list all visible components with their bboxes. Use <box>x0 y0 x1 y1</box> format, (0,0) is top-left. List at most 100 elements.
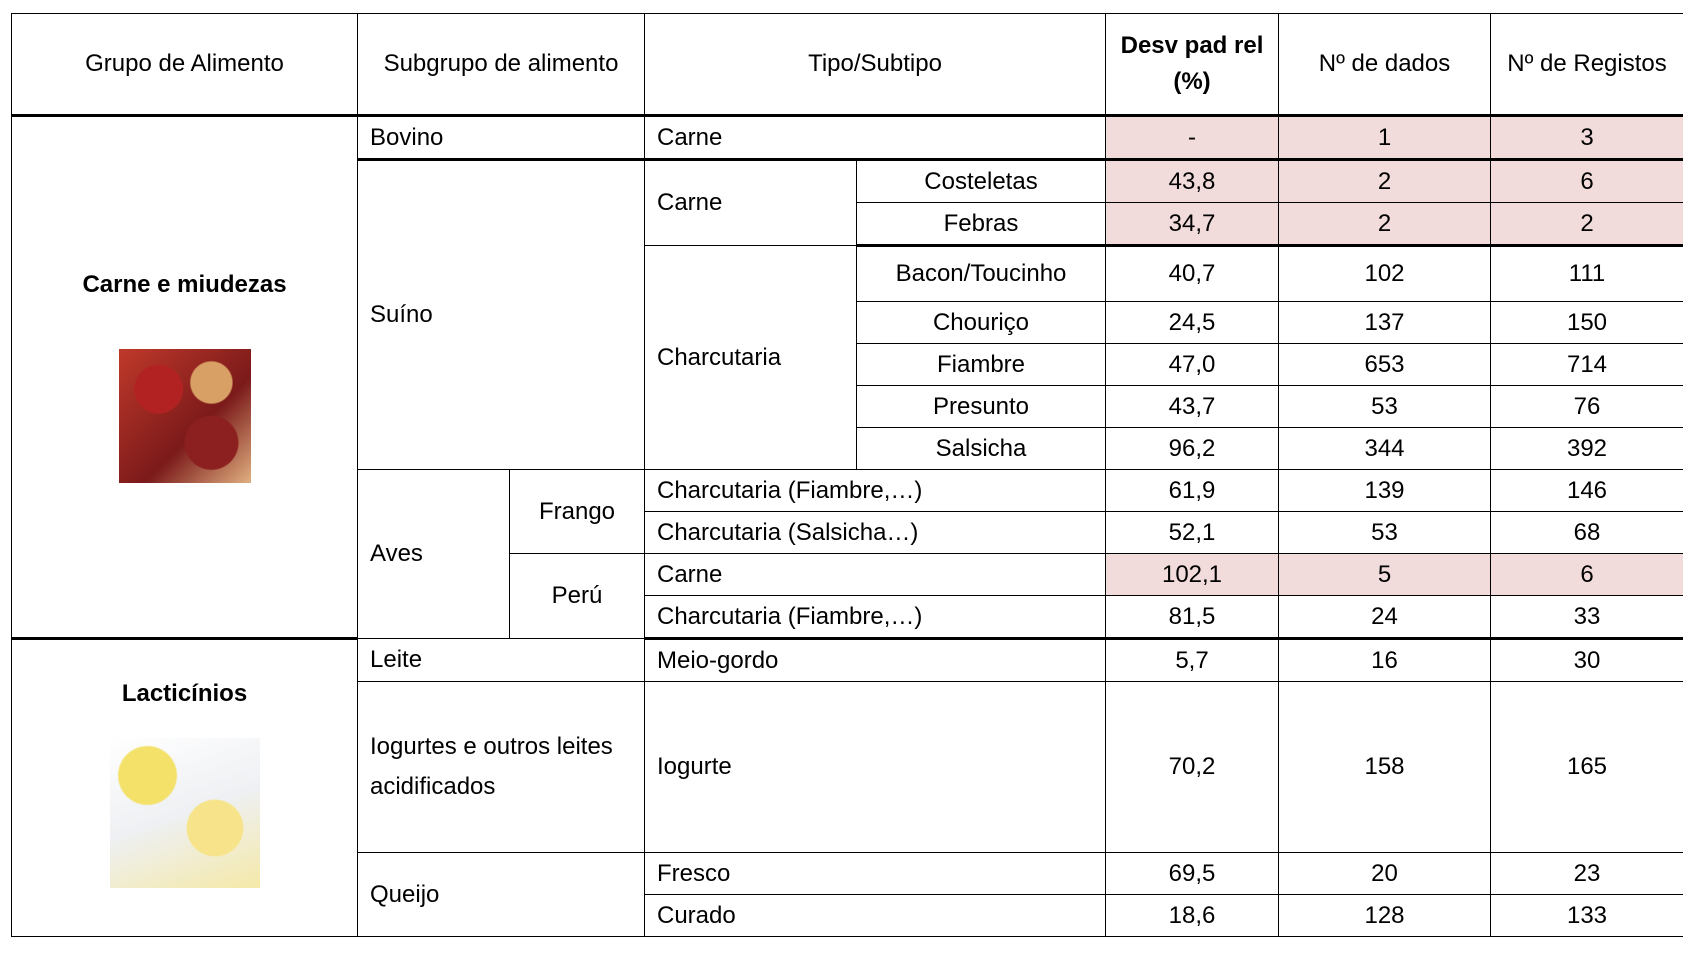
species-cell: Frango <box>509 469 645 554</box>
group-image <box>109 738 260 888</box>
value-cell: 146 <box>1490 469 1683 512</box>
row: Queijo Fresco 69,5 20 23 <box>12 852 1683 937</box>
row: Fiambre 47,0 653 714 <box>12 343 1683 386</box>
type-cell: Iogurte <box>644 681 1106 853</box>
row: Suíno Carne Costeletas 43,8 2 6 <box>12 159 1683 470</box>
value-cell: 43,8 <box>1105 159 1279 203</box>
type-cell: Charcutaria (Fiambre,…) <box>644 595 1106 640</box>
subgroup-cell: Bovino <box>357 115 645 161</box>
type-cell: Charcutaria (Fiambre,…) <box>644 469 1106 512</box>
value-cell: 2 <box>1278 159 1491 203</box>
value-cell: 40,7 <box>1105 245 1279 302</box>
header-cell: Desv pad rel (%) <box>1105 13 1279 117</box>
value-cell: 70,2 <box>1105 681 1279 853</box>
value-cell: 344 <box>1278 427 1491 470</box>
value-cell: 2 <box>1278 202 1491 247</box>
value-cell: 165 <box>1490 681 1683 853</box>
value-cell: 5 <box>1278 553 1491 596</box>
value-cell: 150 <box>1490 301 1683 344</box>
header-cell: Grupo de Alimento <box>11 13 358 117</box>
value-cell: 76 <box>1490 385 1683 428</box>
row: Febras 34,7 2 2 <box>12 202 1683 247</box>
group-name: Lacticínios <box>121 680 248 707</box>
value-cell: 102,1 <box>1105 553 1279 596</box>
data-table: Grupo de Alimento Subgrupo de alimento T… <box>11 13 1683 937</box>
subtype-cell: Salsicha <box>856 427 1106 470</box>
value-cell: 6 <box>1490 553 1683 596</box>
value-cell: 158 <box>1278 681 1491 853</box>
row: Chouriço 24,5 137 150 <box>12 301 1683 344</box>
row: Charcutaria (Salsicha…) 52,1 53 68 <box>12 511 1683 554</box>
header-cell: Subgrupo de alimento <box>357 13 645 117</box>
value-cell: 137 <box>1278 301 1491 344</box>
value-cell: 47,0 <box>1105 343 1279 386</box>
value-cell: 34,7 <box>1105 202 1279 247</box>
subtype-cell: Febras <box>856 202 1106 247</box>
value-cell: 24,5 <box>1105 301 1279 344</box>
value-cell: 20 <box>1278 852 1491 895</box>
value-cell: - <box>1105 115 1279 161</box>
subgroup-cell: Suíno <box>357 159 645 470</box>
subtype-cell: Bacon/Toucinho <box>856 245 1106 302</box>
row: Aves Frango Charcutaria (Fiambre,…) 61,9… <box>12 469 1683 639</box>
value-cell: 30 <box>1490 638 1683 682</box>
value-cell: 68 <box>1490 511 1683 554</box>
row: Curado 18,6 128 133 <box>12 894 1683 937</box>
value-cell: 96,2 <box>1105 427 1279 470</box>
row: Iogurtes e outros leites acidificados Io… <box>12 681 1683 853</box>
value-cell: 43,7 <box>1105 385 1279 428</box>
subtype-cell: Presunto <box>856 385 1106 428</box>
value-cell: 392 <box>1490 427 1683 470</box>
value-cell: 24 <box>1278 595 1491 640</box>
value-cell: 5,7 <box>1105 638 1279 682</box>
value-cell: 33 <box>1490 595 1683 640</box>
value-cell: 653 <box>1278 343 1491 386</box>
value-cell: 52,1 <box>1105 511 1279 554</box>
value-cell: 53 <box>1278 385 1491 428</box>
row: Charcutaria (Fiambre,…) 81,5 24 33 <box>12 595 1683 640</box>
group-cell: Lacticínios <box>11 638 358 937</box>
value-cell: 53 <box>1278 511 1491 554</box>
row: Presunto 43,7 53 76 <box>12 385 1683 428</box>
type-cell: Charcutaria <box>644 245 857 470</box>
subtype-cell: Costeletas <box>856 159 1106 203</box>
subtype-cell: Fiambre <box>856 343 1106 386</box>
value-cell: 714 <box>1490 343 1683 386</box>
value-cell: 3 <box>1490 115 1683 161</box>
header-row: Grupo de Alimento Subgrupo de alimento T… <box>11 13 1683 117</box>
value-cell: 139 <box>1278 469 1491 512</box>
subtype-cell: Chouriço <box>856 301 1106 344</box>
row: Lacticínios Leite Meio-gordo 5,7 16 30 <box>11 638 1683 937</box>
row: Perú Carne 102,1 5 6 <box>12 553 1683 639</box>
value-cell: 81,5 <box>1105 595 1279 640</box>
subgroup-cell: Queijo <box>357 852 645 937</box>
group-cell: Carne e miudezas <box>11 115 358 640</box>
row: Charcutaria Bacon/Toucinho 40,7 102 111 <box>12 245 1683 470</box>
header-cell: Tipo/Subtipo <box>644 13 1106 117</box>
header-cell: Nº de Registos <box>1490 13 1683 117</box>
value-cell: 102 <box>1278 245 1491 302</box>
species-cell: Perú <box>509 553 645 639</box>
group-image <box>118 349 251 483</box>
subgroup-cell: Leite <box>357 638 645 682</box>
value-cell: 1 <box>1278 115 1491 161</box>
value-cell: 16 <box>1278 638 1491 682</box>
value-cell: 128 <box>1278 894 1491 937</box>
value-cell: 133 <box>1490 894 1683 937</box>
header-cell: Nº de dados <box>1278 13 1491 117</box>
type-cell: Meio-gordo <box>644 638 1106 682</box>
subgroup-cell: Iogurtes e outros leites acidificados <box>357 681 645 853</box>
value-cell: 111 <box>1490 245 1683 302</box>
type-cell: Carne <box>644 159 857 246</box>
subgroup-cell: Aves <box>357 469 510 639</box>
type-cell: Curado <box>644 894 1106 937</box>
type-cell: Carne <box>644 553 1106 596</box>
value-cell: 69,5 <box>1105 852 1279 895</box>
value-cell: 18,6 <box>1105 894 1279 937</box>
value-cell: 23 <box>1490 852 1683 895</box>
row: Salsicha 96,2 344 392 <box>12 427 1683 470</box>
type-cell: Carne <box>644 115 1106 161</box>
type-cell: Fresco <box>644 852 1106 895</box>
